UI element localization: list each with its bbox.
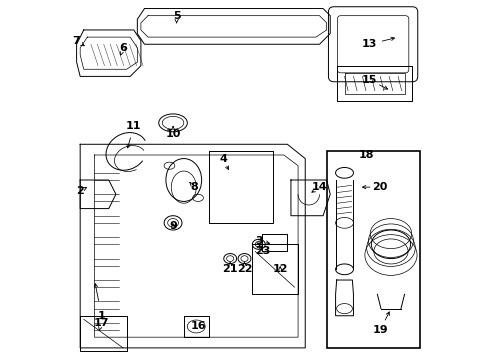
FancyBboxPatch shape (328, 7, 417, 82)
Text: 16: 16 (190, 321, 205, 332)
FancyBboxPatch shape (337, 16, 408, 73)
Text: 14: 14 (311, 182, 326, 192)
Text: 4: 4 (219, 154, 226, 163)
Text: 7: 7 (73, 36, 81, 46)
Text: 23: 23 (254, 247, 269, 256)
Text: 21: 21 (222, 264, 238, 274)
Text: 17: 17 (94, 318, 109, 328)
Text: 18: 18 (358, 150, 373, 160)
Bar (326, 152, 419, 348)
Text: 8: 8 (190, 182, 198, 192)
Text: 2: 2 (76, 186, 84, 196)
Text: 19: 19 (372, 325, 387, 335)
Text: 11: 11 (126, 121, 141, 131)
Text: 6: 6 (119, 43, 127, 53)
Text: 1: 1 (98, 311, 105, 321)
Text: 9: 9 (169, 221, 177, 231)
Text: 13: 13 (361, 39, 376, 49)
Text: 15: 15 (361, 75, 376, 85)
Text: 12: 12 (272, 264, 287, 274)
Text: 10: 10 (165, 129, 181, 139)
Text: 20: 20 (372, 182, 387, 192)
Text: 3: 3 (254, 236, 262, 246)
Text: 5: 5 (172, 11, 180, 21)
Text: 22: 22 (236, 264, 252, 274)
